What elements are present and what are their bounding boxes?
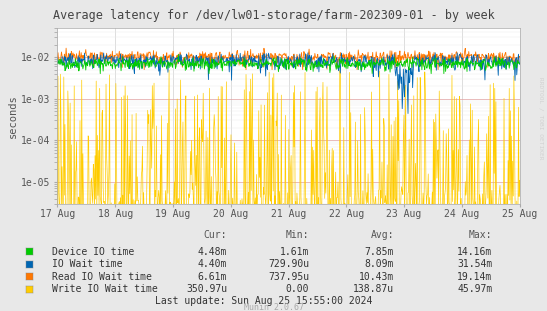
Text: Write IO Wait time: Write IO Wait time [52, 284, 158, 294]
Text: Max:: Max: [469, 230, 492, 240]
Text: 14.16m: 14.16m [457, 247, 492, 257]
Text: IO Wait time: IO Wait time [52, 259, 123, 269]
Text: 8.09m: 8.09m [364, 259, 394, 269]
Y-axis label: seconds: seconds [8, 94, 18, 138]
Text: 7.85m: 7.85m [364, 247, 394, 257]
Text: 10.43m: 10.43m [359, 272, 394, 282]
Text: RRDTOOL / TOBI OETIKER: RRDTOOL / TOBI OETIKER [538, 77, 543, 160]
Text: Read IO Wait time: Read IO Wait time [52, 272, 152, 282]
Text: 350.97u: 350.97u [186, 284, 227, 294]
Text: 31.54m: 31.54m [457, 259, 492, 269]
Text: Cur:: Cur: [203, 230, 227, 240]
Text: 737.95u: 737.95u [268, 272, 309, 282]
Text: Avg:: Avg: [370, 230, 394, 240]
Text: 4.40m: 4.40m [197, 259, 227, 269]
Text: 45.97m: 45.97m [457, 284, 492, 294]
Text: Average latency for /dev/lw01-storage/farm-202309-01 - by week: Average latency for /dev/lw01-storage/fa… [53, 9, 494, 22]
Text: 4.48m: 4.48m [197, 247, 227, 257]
Text: Munin 2.0.67: Munin 2.0.67 [243, 304, 304, 311]
Text: 19.14m: 19.14m [457, 272, 492, 282]
Text: Min:: Min: [286, 230, 309, 240]
Text: Last update: Sun Aug 25 15:55:00 2024: Last update: Sun Aug 25 15:55:00 2024 [155, 296, 372, 306]
Text: 6.61m: 6.61m [197, 272, 227, 282]
Text: Device IO time: Device IO time [52, 247, 134, 257]
Text: 138.87u: 138.87u [353, 284, 394, 294]
Text: 0.00: 0.00 [286, 284, 309, 294]
Text: 729.90u: 729.90u [268, 259, 309, 269]
Text: 1.61m: 1.61m [280, 247, 309, 257]
